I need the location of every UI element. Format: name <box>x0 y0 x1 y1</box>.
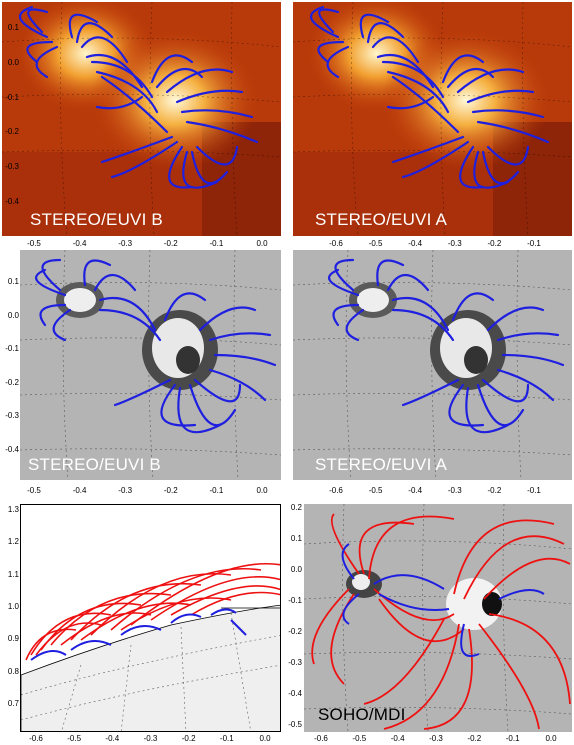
x-tick-label: -0.5 <box>27 239 41 248</box>
x-tick-label: -0.5 <box>27 486 41 495</box>
x-tick-label: -0.1 <box>219 734 234 743</box>
y-tick-label: -0.3 <box>5 162 19 172</box>
euvi-a-image-top <box>293 2 572 236</box>
y-tick-label: -0.2 <box>5 127 19 137</box>
x-tick-label: -0.3 <box>447 486 462 495</box>
y-tick-label: -0.3 <box>288 658 302 667</box>
panel-label-euvi-b-top: STEREO/EUVI B <box>30 210 163 229</box>
y-tick-label: 0.0 <box>290 565 302 574</box>
panel-label-soho-mdi: SOHO/MDI <box>318 705 406 724</box>
x-tick-label: 0.0 <box>256 239 268 248</box>
x-tick-label: -0.6 <box>29 734 43 743</box>
x-tick-label: 0.0 <box>256 486 268 495</box>
x-tick-label: -0.2 <box>163 486 178 495</box>
euvi-b-magnetogram <box>20 250 281 480</box>
x-tick-label: -0.3 <box>118 486 133 495</box>
x-tick-label: -0.4 <box>408 486 423 495</box>
x-tick-label: -0.3 <box>447 239 462 248</box>
x-tick-label: -0.5 <box>368 486 383 495</box>
y-tick-label: 0.7 <box>7 699 19 708</box>
x-tick-label: -0.1 <box>209 239 224 248</box>
y-tick-label: 0.2 <box>290 503 302 512</box>
x-tick-label: -0.4 <box>390 734 405 743</box>
limb-field-lines-plot <box>21 505 280 731</box>
y-tick-label: 0.1 <box>7 277 19 286</box>
x-tick-label: -0.5 <box>352 734 367 743</box>
euvi-a-image-panel-top: STEREO/EUVI A <box>293 2 572 236</box>
euvi-a-magnetogram <box>293 250 572 480</box>
euvi-b-image-panel-top: STEREO/EUVI B <box>2 2 281 236</box>
x-tick-label: -0.4 <box>72 239 87 248</box>
y-tick-label: -0.1 <box>288 596 302 605</box>
x-tick-label: -0.2 <box>467 734 482 743</box>
x-tick-label: -0.6 <box>329 486 343 495</box>
euvi-b-image-top <box>2 2 281 236</box>
soho-mdi-magnetogram <box>304 504 572 732</box>
y-tick-label: 1.1 <box>7 569 19 579</box>
x-tick-label: 0.0 <box>259 734 271 743</box>
x-tick-label: -0.4 <box>72 486 87 495</box>
y-tick-label: -0.4 <box>5 197 19 206</box>
panel-label-euvi-b-mid: STEREO/EUVI B <box>28 455 161 474</box>
y-tick-label: 0.0 <box>7 310 19 320</box>
x-tick-label: -0.3 <box>143 734 158 743</box>
x-tick-label: -0.2 <box>487 239 502 248</box>
x-tick-label: -0.2 <box>163 239 178 248</box>
y-tick-label: -0.1 <box>5 344 19 354</box>
x-tick-label: -0.1 <box>527 239 541 248</box>
y-tick-label: -0.5 <box>288 720 302 729</box>
limb-view-panel <box>20 504 281 732</box>
x-tick-label: -0.2 <box>181 734 196 743</box>
y-tick-label: -0.4 <box>288 689 302 698</box>
panel-label-euvi-a-mid: STEREO/EUVI A <box>315 455 448 474</box>
x-tick-label: -0.1 <box>209 486 224 495</box>
x-tick-label: 0.0 <box>545 734 557 743</box>
x-tick-label: -0.2 <box>487 486 502 495</box>
panel-label-euvi-a-top: STEREO/EUVI A <box>315 210 448 229</box>
y-tick-label: 0.0 <box>7 57 19 67</box>
x-tick-label: -0.6 <box>314 734 328 743</box>
y-tick-label: 0.1 <box>7 23 19 32</box>
y-tick-label: -0.3 <box>5 411 19 421</box>
y-tick-label: 1.2 <box>7 537 19 547</box>
y-tick-label: -0.2 <box>5 377 19 387</box>
y-tick-label: 1.0 <box>7 602 19 611</box>
x-tick-label: -0.6 <box>329 239 343 248</box>
x-tick-label: -0.3 <box>429 734 443 743</box>
euvi-a-magnetogram-panel: STEREO/EUVI A <box>293 250 572 480</box>
soho-mdi-panel: SOHO/MDI <box>304 504 572 732</box>
y-tick-label: 0.8 <box>7 666 19 676</box>
x-tick-label: -0.5 <box>67 734 82 743</box>
x-tick-label: -0.3 <box>118 239 133 248</box>
x-tick-label: -0.4 <box>105 734 120 743</box>
y-tick-label: -0.2 <box>288 627 302 636</box>
euvi-b-magnetogram-panel: STEREO/EUVI B <box>20 250 281 480</box>
x-tick-label: -0.1 <box>505 734 520 743</box>
y-tick-label: 0.9 <box>7 634 19 644</box>
x-tick-label: -0.1 <box>527 486 541 495</box>
y-tick-label: 1.3 <box>7 505 19 514</box>
y-tick-label: -0.4 <box>5 445 19 454</box>
y-tick-label: 0.1 <box>290 534 302 543</box>
x-tick-label: -0.4 <box>408 239 423 248</box>
y-tick-label: -0.1 <box>5 92 19 102</box>
x-tick-label: -0.5 <box>368 239 383 248</box>
